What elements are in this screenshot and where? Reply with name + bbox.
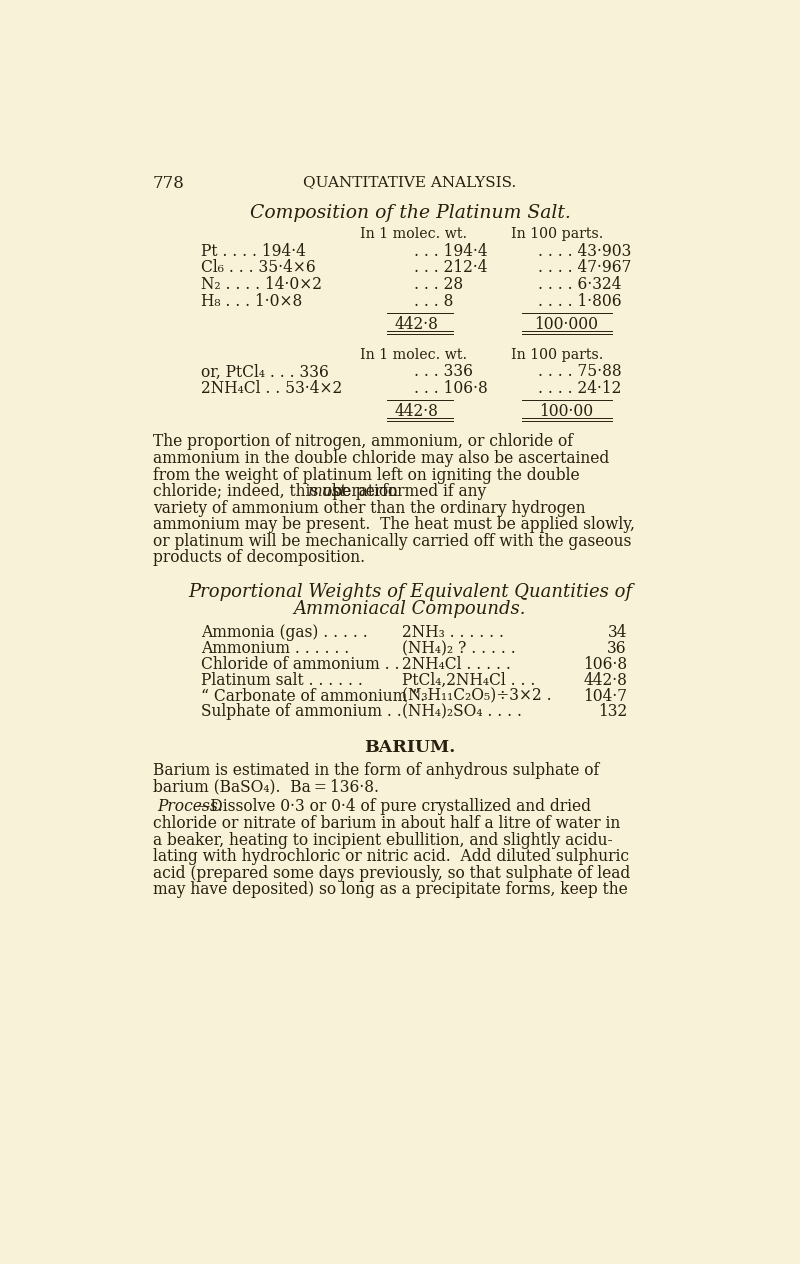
Text: In 100 parts.: In 100 parts.: [511, 228, 603, 241]
Text: Ammoniacal Compounds.: Ammoniacal Compounds.: [294, 600, 526, 618]
Text: . . . 212·4: . . . 212·4: [414, 259, 487, 277]
Text: QUANTITATIVE ANALYSIS.: QUANTITATIVE ANALYSIS.: [303, 174, 517, 188]
Text: ammonium may be present.  The heat must be applied slowly,: ammonium may be present. The heat must b…: [153, 516, 634, 533]
Text: a beaker, heating to incipient ebullition, and slightly acidu-: a beaker, heating to incipient ebullitio…: [153, 832, 612, 848]
Text: 2NH₄Cl . . 53·4×2: 2NH₄Cl . . 53·4×2: [201, 380, 342, 397]
Text: 2NH₃ . . . . . .: 2NH₃ . . . . . .: [402, 624, 504, 641]
Text: may have deposited) so long as a precipitate forms, keep the: may have deposited) so long as a precipi…: [153, 881, 627, 899]
Text: . . . 106·8: . . . 106·8: [414, 380, 488, 397]
Text: 132: 132: [598, 703, 627, 720]
Text: In 1 molec. wt.: In 1 molec. wt.: [360, 228, 467, 241]
Text: . . . 28: . . . 28: [414, 277, 463, 293]
Text: 106·8: 106·8: [583, 656, 627, 672]
Text: Pt . . . . 194·4: Pt . . . . 194·4: [201, 243, 306, 259]
Text: . . . . 1·806: . . . . 1·806: [538, 293, 622, 311]
Text: lating with hydrochloric or nitric acid.  Add diluted sulphuric: lating with hydrochloric or nitric acid.…: [153, 848, 629, 865]
Text: 104·7: 104·7: [583, 688, 627, 704]
Text: 36: 36: [607, 641, 627, 657]
Text: (NH₄)₂SO₄ . . . .: (NH₄)₂SO₄ . . . .: [402, 703, 522, 720]
Text: —Dissolve 0·3 or 0·4 of pure crystallized and dried: —Dissolve 0·3 or 0·4 of pure crystallize…: [195, 799, 591, 815]
Text: . . . 194·4: . . . 194·4: [414, 243, 487, 259]
Text: Ammonia (gas) . . . . .: Ammonia (gas) . . . . .: [201, 624, 367, 641]
Text: . . . . 75·88: . . . . 75·88: [538, 364, 622, 380]
Text: PtCl₄,2NH₄Cl . . .: PtCl₄,2NH₄Cl . . .: [402, 671, 536, 689]
Text: Composition of the Platinum Salt.: Composition of the Platinum Salt.: [250, 204, 570, 222]
Text: 442·8: 442·8: [394, 316, 438, 334]
Text: chloride or nitrate of barium in about half a litre of water in: chloride or nitrate of barium in about h…: [153, 815, 620, 832]
Text: BARIUM.: BARIUM.: [364, 739, 456, 756]
Text: 442·8: 442·8: [583, 671, 627, 689]
Text: Platinum salt . . . . . .: Platinum salt . . . . . .: [201, 671, 362, 689]
Text: chloride; indeed, this operation: chloride; indeed, this operation: [153, 483, 402, 501]
Text: 778: 778: [153, 174, 185, 192]
Text: . . . 336: . . . 336: [414, 364, 473, 380]
Text: or, PtCl₄ . . . 336: or, PtCl₄ . . . 336: [201, 364, 329, 380]
Text: Sulphate of ammonium . .: Sulphate of ammonium . .: [201, 703, 402, 720]
Text: or platinum will be mechanically carried off with the gaseous: or platinum will be mechanically carried…: [153, 533, 631, 550]
Text: . . . . 43·903: . . . . 43·903: [538, 243, 631, 259]
Text: . . . . 47·967: . . . . 47·967: [538, 259, 631, 277]
Text: Chloride of ammonium . .: Chloride of ammonium . .: [201, 656, 399, 672]
Text: Ammonium . . . . . .: Ammonium . . . . . .: [201, 641, 349, 657]
Text: . . . . 24·12: . . . . 24·12: [538, 380, 622, 397]
Text: In 1 molec. wt.: In 1 molec. wt.: [360, 348, 467, 362]
Text: barium (BaSO₄).  Ba = 136·8.: barium (BaSO₄). Ba = 136·8.: [153, 779, 378, 796]
Text: ammonium in the double chloride may also be ascertained: ammonium in the double chloride may also…: [153, 450, 609, 468]
Text: . . . . 6·324: . . . . 6·324: [538, 277, 622, 293]
Text: variety of ammonium other than the ordinary hydrogen: variety of ammonium other than the ordin…: [153, 499, 586, 517]
Text: Barium is estimated in the form of anhydrous sulphate of: Barium is estimated in the form of anhyd…: [153, 762, 599, 780]
Text: The proportion of nitrogen, ammonium, or chloride of: The proportion of nitrogen, ammonium, or…: [153, 434, 573, 450]
Text: be performed if any: be performed if any: [327, 483, 486, 501]
Text: must: must: [307, 483, 346, 501]
Text: 442·8: 442·8: [394, 403, 438, 421]
Text: “ Carbonate of ammonium ”.: “ Carbonate of ammonium ”.: [201, 688, 425, 704]
Text: . . . 8: . . . 8: [414, 293, 454, 311]
Text: Process.: Process.: [158, 799, 223, 815]
Text: H₈ . . . 1·0×8: H₈ . . . 1·0×8: [201, 293, 302, 311]
Text: Cl₆ . . . 35·4×6: Cl₆ . . . 35·4×6: [201, 259, 315, 277]
Text: from the weight of platinum left on igniting the double: from the weight of platinum left on igni…: [153, 466, 579, 484]
Text: 100·00: 100·00: [539, 403, 594, 421]
Text: Proportional Weights of Equivalent Quantities of: Proportional Weights of Equivalent Quant…: [188, 583, 632, 600]
Text: 100·000: 100·000: [534, 316, 598, 334]
Text: acid (prepared some days previously, so that sulphate of lead: acid (prepared some days previously, so …: [153, 865, 630, 882]
Text: products of decomposition.: products of decomposition.: [153, 550, 365, 566]
Text: 34: 34: [607, 624, 627, 641]
Text: (NH₄)₂ ? . . . . .: (NH₄)₂ ? . . . . .: [402, 641, 516, 657]
Text: In 100 parts.: In 100 parts.: [511, 348, 603, 362]
Text: 2NH₄Cl . . . . .: 2NH₄Cl . . . . .: [402, 656, 511, 672]
Text: N₂ . . . . 14·0×2: N₂ . . . . 14·0×2: [201, 277, 322, 293]
Text: (N₃H₁₁C₂O₅)÷3×2 .: (N₃H₁₁C₂O₅)÷3×2 .: [402, 688, 552, 704]
